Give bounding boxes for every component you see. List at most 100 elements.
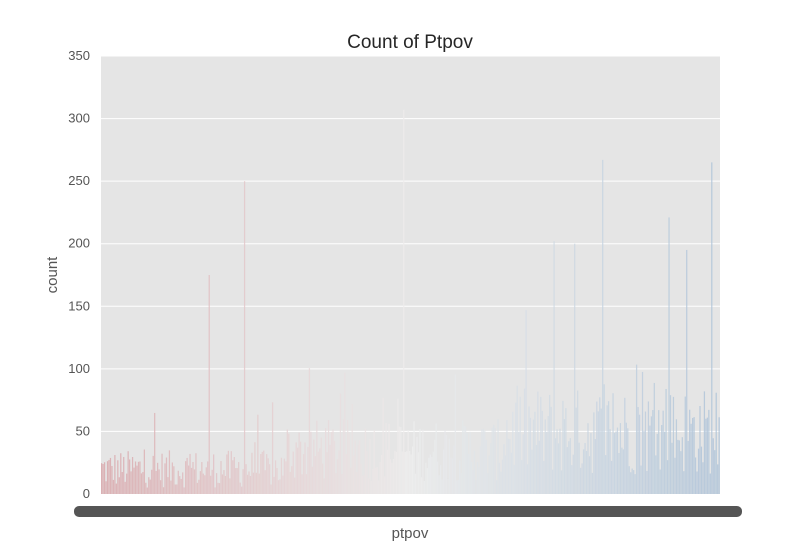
- bar: [375, 467, 377, 494]
- x-axis-label: ptpov: [392, 525, 429, 542]
- bar: [372, 469, 374, 494]
- bar: [414, 473, 417, 494]
- bar: [572, 454, 574, 494]
- bar: [383, 476, 386, 494]
- y-tick-label: 100: [68, 361, 90, 376]
- bar: [606, 405, 608, 494]
- bar: [470, 461, 473, 494]
- bar: [382, 397, 384, 494]
- bar: [182, 472, 184, 494]
- bar: [137, 461, 140, 494]
- bar: [246, 474, 249, 494]
- bar: [540, 396, 542, 494]
- bar: [565, 408, 567, 494]
- bar: [684, 396, 686, 494]
- bar: [397, 398, 399, 494]
- bar: [236, 468, 238, 494]
- bar: [395, 451, 398, 494]
- bar: [507, 438, 510, 494]
- bar: [497, 419, 499, 494]
- bar: [459, 460, 461, 494]
- bar: [297, 447, 299, 494]
- bar: [180, 478, 182, 494]
- bar: [220, 461, 222, 494]
- bar: [417, 452, 420, 494]
- bar: [515, 402, 517, 494]
- y-tick-label: 350: [68, 48, 90, 63]
- bar: [350, 467, 352, 494]
- bar: [344, 372, 346, 494]
- bar: [394, 450, 396, 494]
- bar: [550, 406, 552, 494]
- bar: [367, 478, 370, 494]
- bar: [223, 470, 225, 494]
- bar: [248, 471, 250, 494]
- bar: [715, 392, 717, 494]
- bar: [345, 454, 347, 494]
- bar: [366, 451, 368, 494]
- bar: [664, 431, 666, 494]
- bar: [579, 467, 582, 494]
- bar: [142, 472, 144, 494]
- bar: [255, 472, 257, 494]
- bar: [190, 467, 193, 494]
- bar: [242, 469, 244, 494]
- bar: [712, 438, 714, 494]
- x-tick-labels: [74, 506, 742, 517]
- bar: [578, 442, 580, 494]
- bar: [526, 464, 529, 494]
- bar: [672, 396, 675, 494]
- bar: [462, 420, 464, 494]
- bar: [406, 451, 408, 494]
- bar: [358, 440, 361, 494]
- bar: [277, 480, 280, 494]
- bar: [185, 461, 187, 494]
- bar: [697, 448, 700, 494]
- bar: [298, 432, 300, 494]
- bar: [338, 450, 340, 494]
- chart-title: Count of Ptpov: [347, 32, 473, 53]
- bar: [327, 420, 330, 494]
- bar: [581, 463, 583, 494]
- bar: [174, 484, 176, 494]
- bar: [164, 463, 166, 494]
- bar: [631, 468, 633, 494]
- bar: [213, 454, 215, 494]
- bar: [653, 382, 655, 494]
- bar: [218, 483, 221, 494]
- bar: [388, 423, 390, 494]
- bar: [124, 481, 126, 494]
- bar: [584, 443, 586, 494]
- bar: [389, 459, 392, 494]
- bar: [560, 470, 563, 494]
- bar: [516, 385, 518, 494]
- bar: [656, 433, 658, 494]
- bar: [557, 443, 560, 494]
- bar: [404, 451, 406, 494]
- bar: [482, 428, 484, 494]
- bar: [627, 428, 629, 494]
- bar: [655, 455, 657, 494]
- bar: [675, 419, 678, 494]
- bar: [143, 449, 145, 494]
- bar: [665, 388, 667, 494]
- bar: [442, 449, 445, 494]
- bar: [510, 452, 512, 494]
- bar: [385, 422, 387, 494]
- bar: [500, 471, 502, 494]
- bar: [687, 440, 689, 494]
- bar: [625, 422, 627, 494]
- bar: [674, 457, 676, 494]
- bar: [267, 458, 269, 494]
- bar: [379, 461, 381, 494]
- bar: [479, 446, 482, 494]
- bar: [152, 455, 154, 494]
- bar: [270, 484, 272, 494]
- bar: [519, 396, 521, 494]
- bar: [391, 462, 393, 494]
- bar: [118, 477, 120, 494]
- bar: [637, 407, 639, 494]
- bar: [635, 364, 638, 494]
- bar: [357, 444, 359, 494]
- bar: [494, 428, 496, 494]
